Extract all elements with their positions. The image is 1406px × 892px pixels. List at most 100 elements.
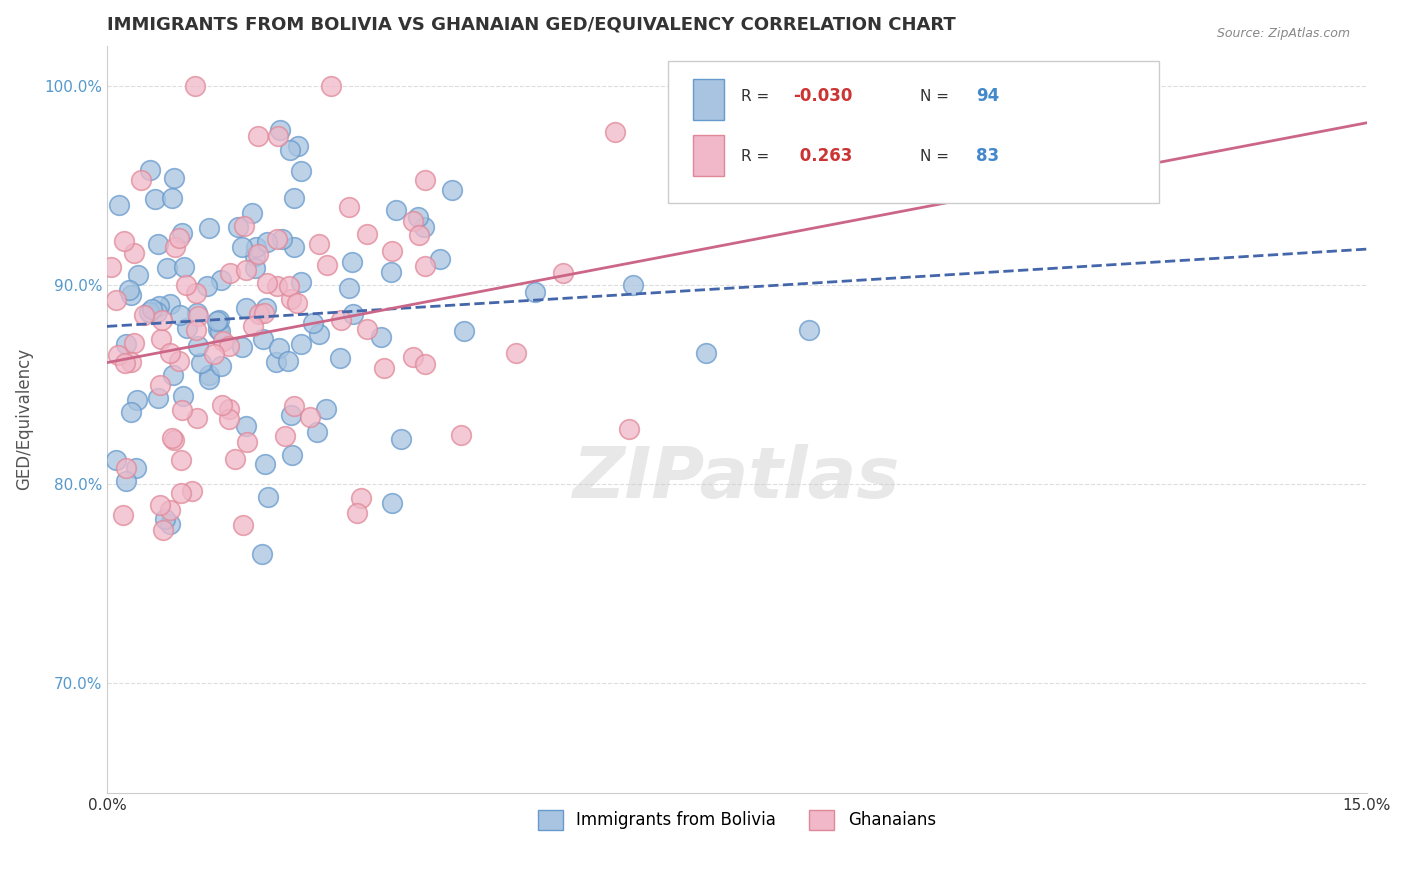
Point xyxy=(141,301,163,316)
Point xyxy=(159,516,181,531)
Point xyxy=(329,312,352,326)
Point xyxy=(173,260,195,275)
Point xyxy=(122,336,145,351)
Point xyxy=(170,486,193,500)
Point xyxy=(256,276,278,290)
Point xyxy=(243,261,266,276)
Point xyxy=(104,293,127,307)
Point xyxy=(197,220,219,235)
Point xyxy=(198,371,221,385)
Point xyxy=(266,129,288,144)
Text: -0.030: -0.030 xyxy=(793,87,853,105)
Point xyxy=(170,453,193,467)
Point xyxy=(621,278,644,293)
Point xyxy=(342,307,364,321)
Point xyxy=(413,357,436,371)
Point xyxy=(247,246,270,260)
Point xyxy=(159,503,181,517)
Point xyxy=(799,323,821,337)
Point xyxy=(205,313,228,327)
Point xyxy=(283,240,305,254)
Point xyxy=(285,296,308,310)
Point xyxy=(247,129,270,144)
Point xyxy=(172,389,194,403)
Point xyxy=(231,240,253,254)
Point xyxy=(184,286,207,301)
Point xyxy=(120,355,142,369)
Point xyxy=(441,182,464,196)
Point xyxy=(247,307,270,321)
Point xyxy=(211,398,233,412)
Point xyxy=(283,399,305,413)
Point xyxy=(186,411,208,425)
Point xyxy=(162,368,184,383)
Point xyxy=(231,340,253,354)
Point xyxy=(125,460,148,475)
Text: R =: R = xyxy=(741,149,773,164)
Point xyxy=(287,139,309,153)
Point xyxy=(190,356,212,370)
Point xyxy=(235,262,257,277)
Point xyxy=(105,453,128,467)
Point xyxy=(235,301,257,315)
Bar xyxy=(693,79,724,120)
Text: 0.263: 0.263 xyxy=(793,147,852,165)
Point xyxy=(429,252,451,266)
Point xyxy=(346,506,368,520)
Point xyxy=(253,457,276,471)
Bar xyxy=(693,136,724,177)
Point xyxy=(413,173,436,187)
Point xyxy=(290,336,312,351)
Point xyxy=(122,246,145,260)
Point xyxy=(209,273,232,287)
Point xyxy=(277,354,299,368)
Point xyxy=(329,351,352,365)
Point xyxy=(380,265,402,279)
Point xyxy=(219,267,242,281)
Point xyxy=(153,512,176,526)
Point xyxy=(159,346,181,360)
Point xyxy=(315,401,337,416)
Point xyxy=(146,237,169,252)
Point xyxy=(252,332,274,346)
Point xyxy=(316,258,339,272)
Point xyxy=(148,391,170,405)
Point xyxy=(385,202,408,217)
Point xyxy=(218,412,240,426)
Point xyxy=(373,361,395,376)
Text: R =: R = xyxy=(741,89,773,104)
Point xyxy=(197,278,219,293)
Point xyxy=(186,306,208,320)
Point xyxy=(132,308,155,322)
Point xyxy=(138,163,160,178)
Point xyxy=(617,422,640,436)
Point xyxy=(505,346,527,360)
Point xyxy=(283,191,305,205)
Point xyxy=(127,268,149,282)
Point xyxy=(350,491,373,505)
Point xyxy=(299,409,322,424)
Point xyxy=(143,192,166,206)
Point xyxy=(118,283,141,297)
Point xyxy=(337,281,360,295)
Point xyxy=(169,308,191,322)
Point xyxy=(257,490,280,504)
Point xyxy=(389,432,412,446)
Point xyxy=(356,227,378,242)
Point xyxy=(120,288,142,302)
Point xyxy=(232,219,254,233)
Point xyxy=(114,356,136,370)
Point xyxy=(165,240,187,254)
Point xyxy=(370,330,392,344)
Point xyxy=(307,425,329,439)
Point xyxy=(180,483,202,498)
Point xyxy=(281,448,304,462)
Point xyxy=(523,285,546,299)
FancyBboxPatch shape xyxy=(668,61,1159,202)
Point xyxy=(254,301,277,315)
Point xyxy=(187,339,209,353)
Point xyxy=(235,419,257,434)
Point xyxy=(159,297,181,311)
Point xyxy=(551,266,574,280)
Point xyxy=(224,452,246,467)
